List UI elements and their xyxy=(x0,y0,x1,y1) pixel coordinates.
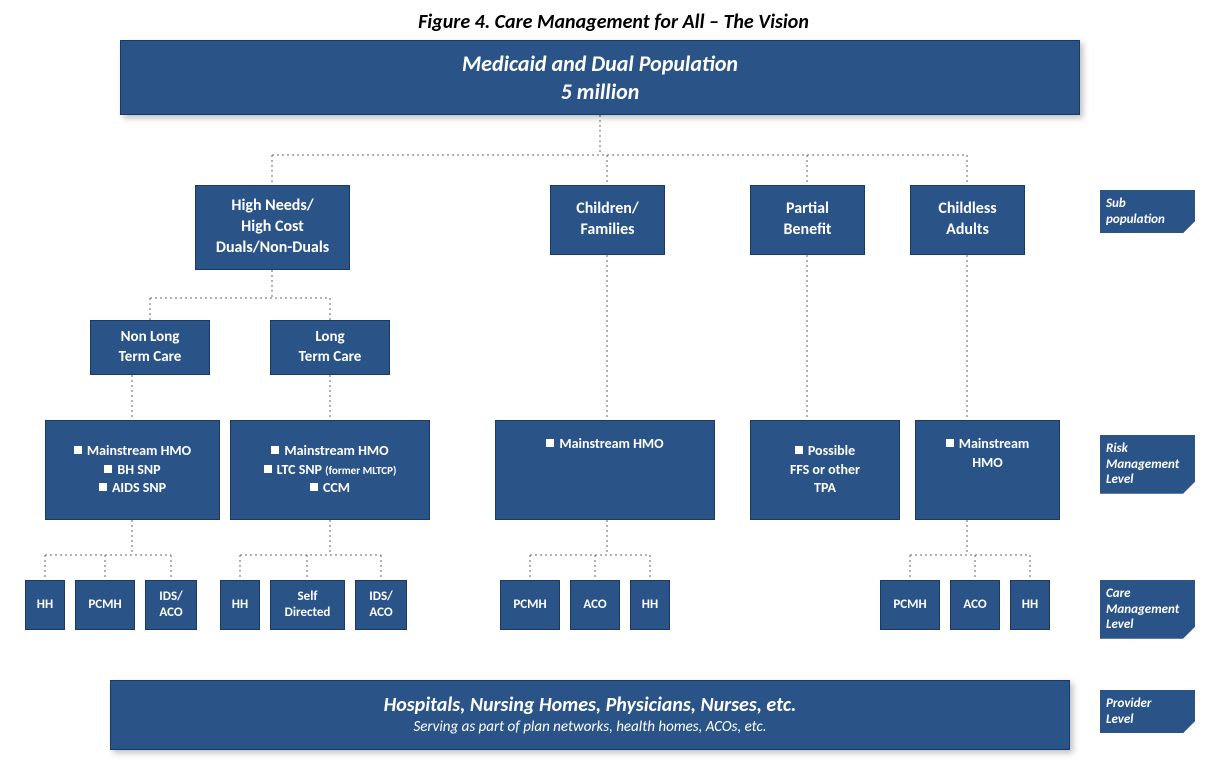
care-ids-aco-1: IDS/ ACO xyxy=(145,580,197,630)
legend-care-level: Care Management Level xyxy=(1100,580,1195,639)
legend-provider-level: Provider Level xyxy=(1100,690,1195,733)
partial-benefit-box: Partial Benefit xyxy=(750,185,865,255)
childless-adults-box: Childless Adults xyxy=(910,185,1025,255)
figure-title: Figure 4. Care Management for All – The … xyxy=(10,10,1207,34)
care-hh-3: HH xyxy=(630,580,670,630)
care-hh-1: HH xyxy=(25,580,65,630)
risk-ltc-box: Mainstream HMO LTC SNP (former MLTCP) CC… xyxy=(230,420,430,520)
risk-partial-box: Possible FFS or other TPA xyxy=(750,420,900,520)
care-pcmh-2: PCMH xyxy=(500,580,560,630)
diagram-canvas: Medicaid and Dual Population 5 million H… xyxy=(10,40,1197,760)
legend-sub-population: Sub population xyxy=(1100,190,1195,233)
care-ids-aco-2: IDS/ ACO xyxy=(355,580,407,630)
long-term-care-box: Long Term Care xyxy=(270,320,390,375)
care-aco-1: ACO xyxy=(570,580,620,630)
care-hh-2: HH xyxy=(220,580,260,630)
top-population-box: Medicaid and Dual Population 5 million xyxy=(120,40,1080,115)
top-line2: 5 million xyxy=(561,78,640,106)
non-long-term-care-box: Non Long Term Care xyxy=(90,320,210,375)
care-pcmh-1: PCMH xyxy=(75,580,135,630)
children-families-box: Children/ Families xyxy=(550,185,665,255)
top-line1: Medicaid and Dual Population xyxy=(462,50,738,78)
risk-nonltc-box: Mainstream HMO BH SNP AIDS SNP xyxy=(45,420,220,520)
risk-children-box: Mainstream HMO xyxy=(495,420,715,520)
care-self-directed: Self Directed xyxy=(270,580,345,630)
legend-risk-level: Risk Management Level xyxy=(1100,435,1195,494)
bottom-line2: Serving as part of plan networks, health… xyxy=(413,718,766,738)
provider-level-box: Hospitals, Nursing Homes, Physicians, Nu… xyxy=(110,680,1070,750)
bottom-line1: Hospitals, Nursing Homes, Physicians, Nu… xyxy=(384,692,797,718)
high-needs-box: High Needs/ High Cost Duals/Non-Duals xyxy=(195,185,350,270)
care-pcmh-3: PCMH xyxy=(880,580,940,630)
care-aco-2: ACO xyxy=(950,580,1000,630)
care-hh-4: HH xyxy=(1010,580,1050,630)
risk-childless-box: Mainstream HMO xyxy=(915,420,1060,520)
connector-lines xyxy=(10,40,1197,760)
